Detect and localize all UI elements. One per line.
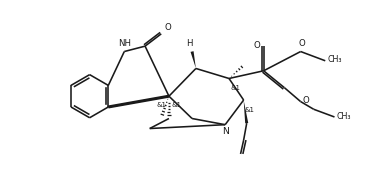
Text: &1: &1 — [171, 102, 181, 108]
Text: &1: &1 — [244, 107, 254, 113]
Text: &1: &1 — [231, 85, 240, 91]
Polygon shape — [191, 51, 196, 69]
Text: CH₃: CH₃ — [336, 113, 350, 122]
Text: O: O — [298, 39, 305, 48]
Polygon shape — [244, 100, 248, 123]
Text: N: N — [223, 127, 230, 136]
Text: &1: &1 — [157, 102, 166, 108]
Text: CH₃: CH₃ — [328, 55, 342, 65]
Text: NH: NH — [118, 39, 131, 48]
Text: O: O — [303, 96, 310, 105]
Text: O: O — [254, 41, 261, 50]
Text: O: O — [164, 23, 171, 32]
Text: H: H — [186, 39, 193, 48]
